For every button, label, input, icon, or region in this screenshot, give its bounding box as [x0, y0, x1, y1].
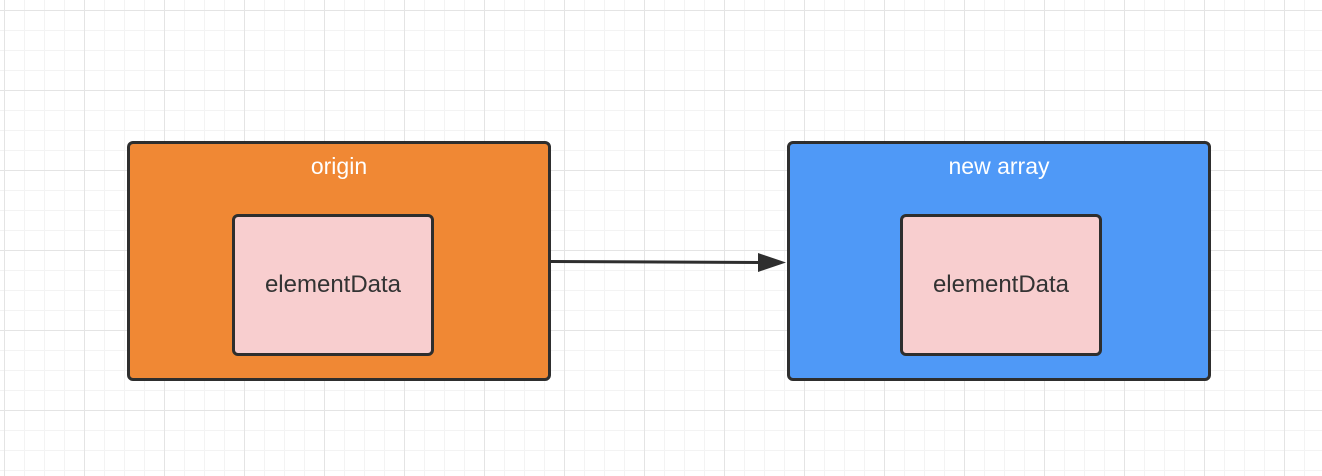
origin-element-data-node[interactable]: elementData [232, 214, 434, 356]
new-array-node[interactable]: new array elementData [787, 141, 1211, 381]
new-array-element-data-node[interactable]: elementData [900, 214, 1102, 356]
origin-node-label: origin [310, 153, 368, 179]
new-array-node-label: new array [948, 153, 1050, 179]
edge-arrowhead [758, 253, 786, 272]
origin-node[interactable]: origin elementData [127, 141, 551, 381]
edge-line [550, 260, 761, 264]
